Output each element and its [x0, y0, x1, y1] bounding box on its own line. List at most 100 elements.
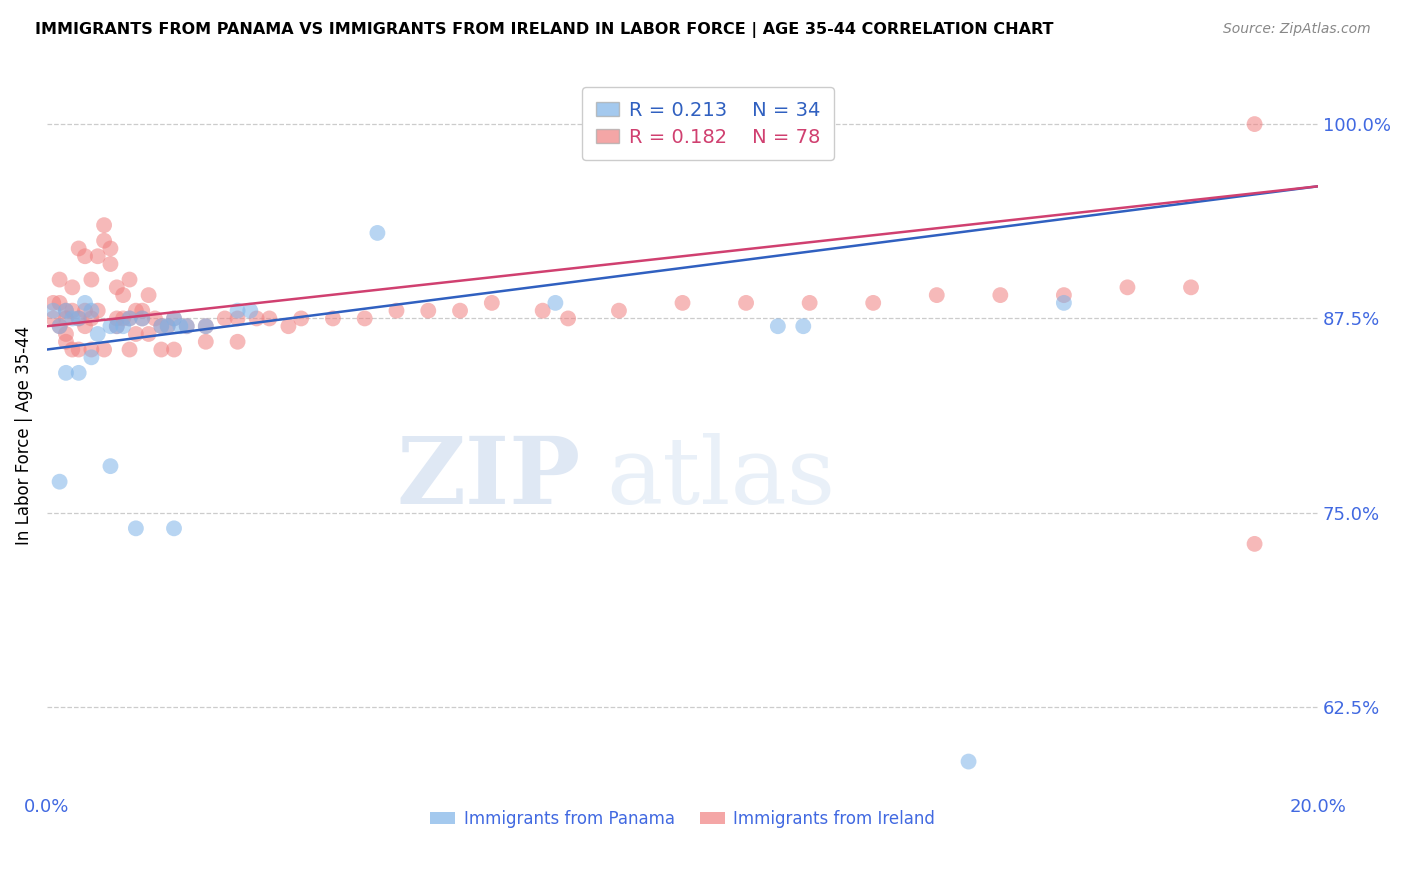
Point	[1116, 280, 1139, 294]
Point	[118, 272, 141, 286]
Point	[118, 311, 141, 326]
Point	[67, 242, 90, 256]
Point	[55, 303, 77, 318]
Point	[150, 343, 173, 357]
Y-axis label: In Labor Force | Age 35-44: In Labor Force | Age 35-44	[15, 326, 32, 545]
Point	[112, 319, 135, 334]
Point	[150, 319, 173, 334]
Point	[80, 351, 103, 365]
Point	[112, 288, 135, 302]
Point	[42, 303, 65, 318]
Point	[163, 521, 186, 535]
Point	[80, 311, 103, 326]
Point	[100, 319, 122, 334]
Point	[418, 303, 440, 318]
Point	[73, 303, 96, 318]
Point	[226, 303, 249, 318]
Point	[1243, 117, 1265, 131]
Point	[125, 326, 148, 341]
Point	[55, 311, 77, 326]
Point	[156, 319, 179, 334]
Point	[862, 296, 884, 310]
Point	[67, 343, 90, 357]
Point	[988, 288, 1011, 302]
Point	[277, 319, 299, 334]
Point	[194, 334, 217, 349]
Point	[131, 303, 153, 318]
Point	[42, 311, 65, 326]
Point	[118, 343, 141, 357]
Point	[100, 459, 122, 474]
Text: atlas: atlas	[606, 433, 835, 523]
Point	[105, 280, 128, 294]
Point	[131, 311, 153, 326]
Point	[55, 303, 77, 318]
Point	[55, 366, 77, 380]
Point	[163, 343, 186, 357]
Point	[1180, 280, 1202, 294]
Point	[531, 303, 554, 318]
Point	[259, 311, 281, 326]
Point	[385, 303, 408, 318]
Point	[125, 303, 148, 318]
Point	[481, 296, 503, 310]
Point	[100, 257, 122, 271]
Point	[214, 311, 236, 326]
Point	[194, 319, 217, 334]
Point	[67, 311, 90, 326]
Point	[73, 319, 96, 334]
Point	[48, 272, 70, 286]
Point	[112, 311, 135, 326]
Point	[138, 288, 160, 302]
Point	[925, 288, 948, 302]
Point	[156, 319, 179, 334]
Point	[290, 311, 312, 326]
Point	[957, 755, 980, 769]
Point	[671, 296, 693, 310]
Point	[150, 319, 173, 334]
Point	[544, 296, 567, 310]
Point	[42, 296, 65, 310]
Point	[105, 311, 128, 326]
Point	[246, 311, 269, 326]
Point	[80, 303, 103, 318]
Point	[93, 218, 115, 232]
Point	[118, 311, 141, 326]
Point	[799, 296, 821, 310]
Point	[163, 311, 186, 326]
Point	[93, 343, 115, 357]
Point	[100, 242, 122, 256]
Point	[48, 319, 70, 334]
Point	[67, 366, 90, 380]
Point	[194, 319, 217, 334]
Point	[176, 319, 198, 334]
Point	[48, 319, 70, 334]
Point	[366, 226, 388, 240]
Text: Source: ZipAtlas.com: Source: ZipAtlas.com	[1223, 22, 1371, 37]
Point	[131, 311, 153, 326]
Point	[1053, 296, 1076, 310]
Point	[48, 475, 70, 489]
Text: IMMIGRANTS FROM PANAMA VS IMMIGRANTS FROM IRELAND IN LABOR FORCE | AGE 35-44 COR: IMMIGRANTS FROM PANAMA VS IMMIGRANTS FRO…	[35, 22, 1053, 38]
Point	[353, 311, 375, 326]
Point	[792, 319, 814, 334]
Point	[322, 311, 344, 326]
Point	[80, 272, 103, 286]
Point	[1243, 537, 1265, 551]
Point	[766, 319, 789, 334]
Point	[60, 343, 83, 357]
Point	[176, 319, 198, 334]
Point	[143, 311, 166, 326]
Point	[1053, 288, 1076, 302]
Point	[80, 343, 103, 357]
Point	[55, 326, 77, 341]
Point	[87, 249, 110, 263]
Point	[735, 296, 758, 310]
Point	[105, 319, 128, 334]
Point	[226, 311, 249, 326]
Point	[239, 303, 262, 318]
Point	[73, 249, 96, 263]
Point	[607, 303, 630, 318]
Point	[60, 303, 83, 318]
Point	[93, 234, 115, 248]
